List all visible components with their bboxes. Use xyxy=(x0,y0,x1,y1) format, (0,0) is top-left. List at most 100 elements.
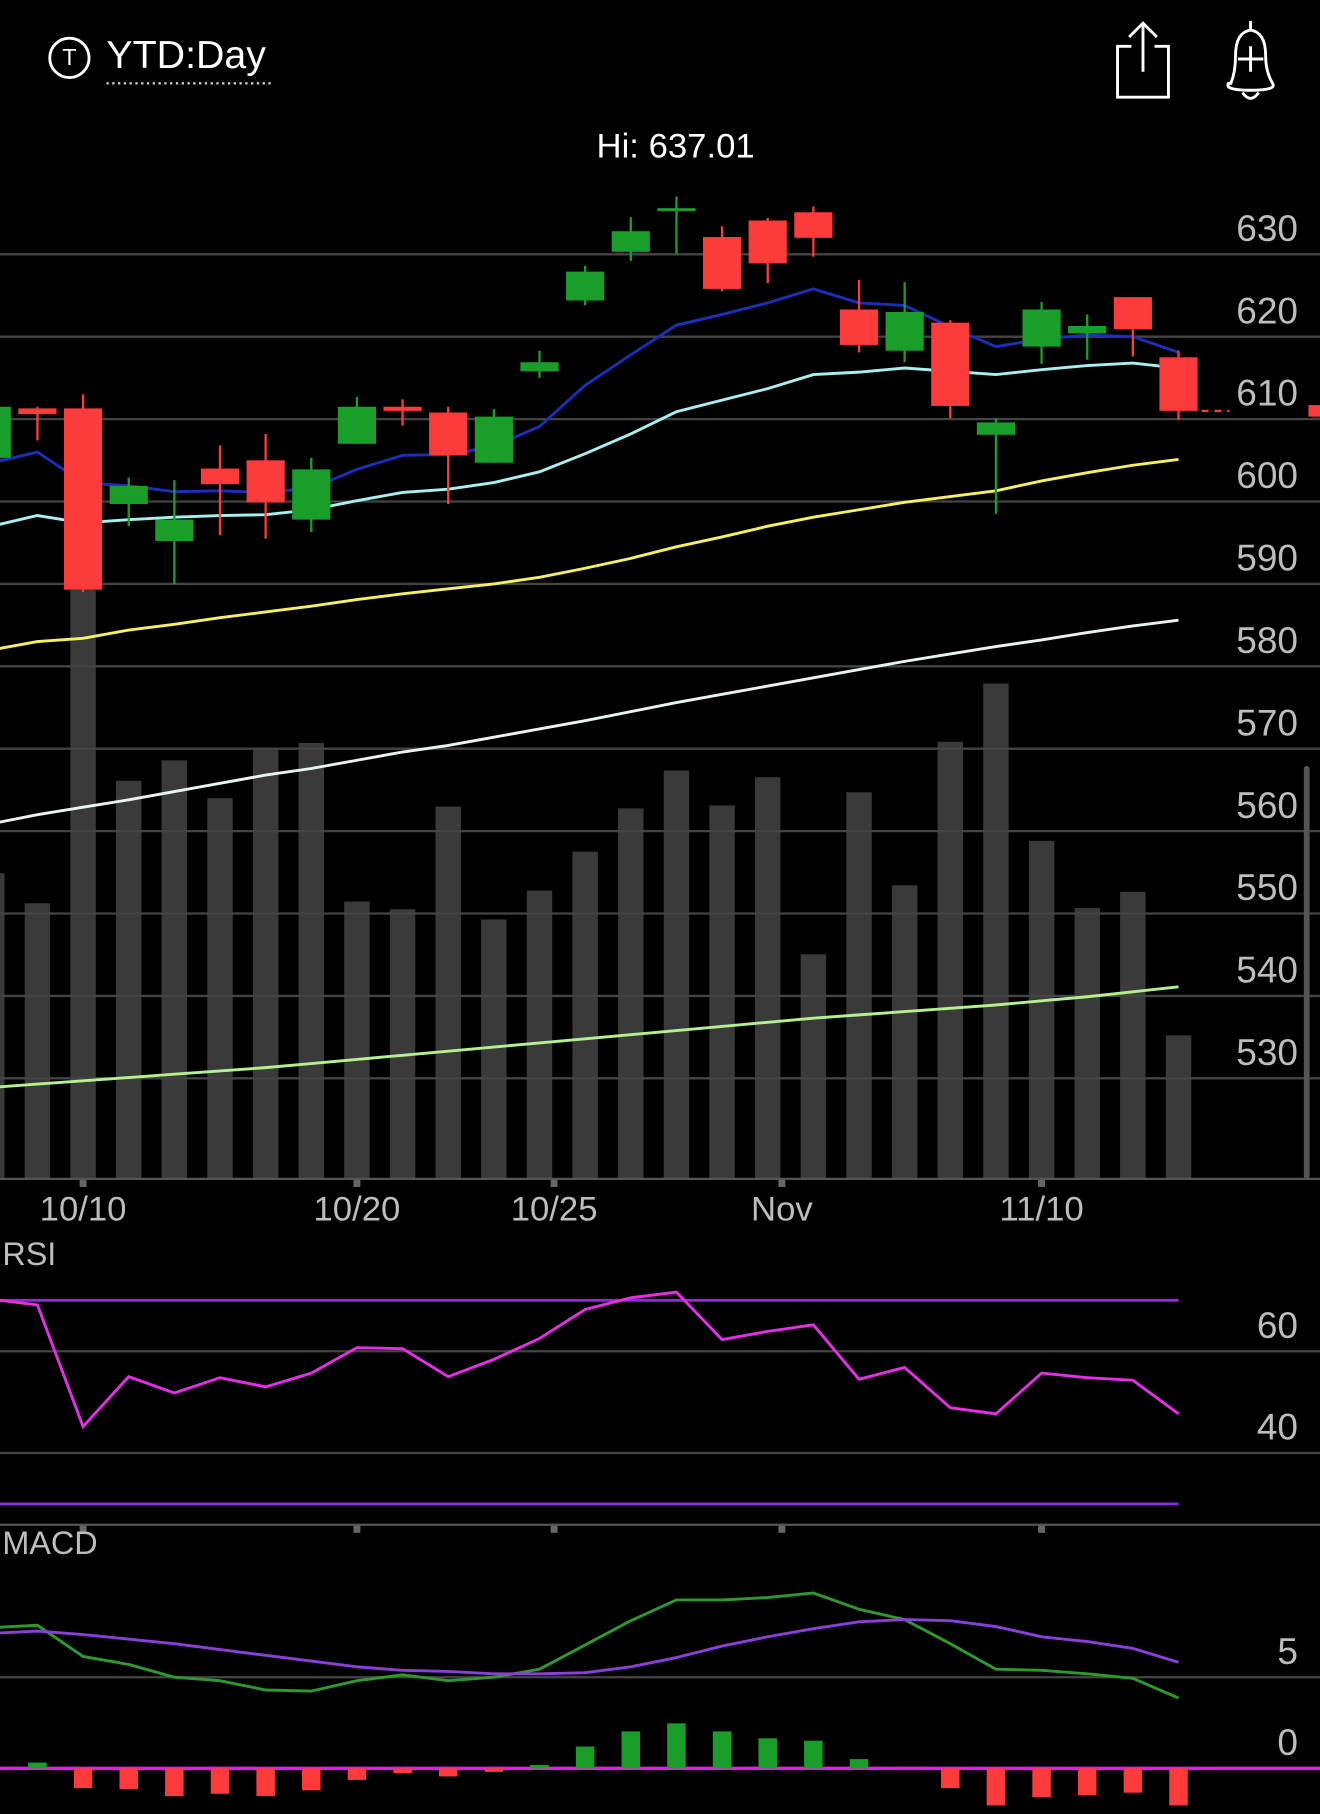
moving-average-line xyxy=(0,287,1179,494)
macd-line xyxy=(0,1591,1180,1700)
volume-bar xyxy=(1028,840,1055,1179)
volume-bar xyxy=(709,805,735,1179)
range-icon-letter: T xyxy=(62,44,76,70)
scrollbar[interactable] xyxy=(1303,765,1310,1179)
panel-title: MACD xyxy=(2,1525,97,1561)
range-selector[interactable]: YTD:Day xyxy=(106,33,266,77)
histogram-bar xyxy=(758,1738,777,1769)
x-tick-label: 11/10 xyxy=(999,1190,1083,1228)
candle-body xyxy=(748,220,787,264)
y-tick-label: 540 xyxy=(1236,949,1298,991)
volume-bar xyxy=(1074,908,1100,1179)
high-label: Hi: 637.01 xyxy=(597,127,755,165)
histogram-bar xyxy=(256,1768,275,1797)
y-tick-label: 590 xyxy=(1236,537,1298,579)
volume-bar xyxy=(572,851,598,1179)
candle-body xyxy=(1022,309,1061,347)
y-tick-label: 620 xyxy=(1236,289,1298,331)
candle-body xyxy=(63,408,103,590)
volume-bar xyxy=(161,760,188,1179)
candle-body xyxy=(1159,357,1198,411)
histogram-bar xyxy=(530,1764,549,1769)
volume-bar xyxy=(846,792,872,1179)
candle-body xyxy=(931,322,970,406)
histogram-bar xyxy=(667,1723,686,1769)
histogram-bar xyxy=(849,1759,869,1769)
share-button[interactable] xyxy=(1116,21,1170,99)
y-tick-label: 630 xyxy=(1236,207,1298,249)
range-icon[interactable] xyxy=(48,36,91,79)
volume-bar xyxy=(663,770,690,1179)
volume-bar xyxy=(389,909,416,1179)
volume-bar xyxy=(754,777,781,1179)
histogram-bar xyxy=(393,1768,412,1773)
panel-title: RSI xyxy=(2,1236,56,1272)
volume-layer xyxy=(0,589,1192,1179)
volume-bar xyxy=(207,798,233,1179)
candle-body xyxy=(246,460,285,503)
indicator-line xyxy=(0,1290,1180,1430)
candle-body xyxy=(1068,325,1107,334)
moving-average-line xyxy=(0,985,1179,1089)
candle-body xyxy=(885,311,924,351)
volume-bar xyxy=(435,806,461,1179)
y-tick-label: 580 xyxy=(1236,619,1298,661)
histogram-bar xyxy=(575,1746,595,1769)
candle-body xyxy=(702,236,742,289)
histogram-bar xyxy=(28,1762,47,1769)
candle-body xyxy=(109,485,148,504)
x-tick-label: Nov xyxy=(751,1190,813,1228)
candle-body xyxy=(337,406,377,444)
candle-body xyxy=(1113,297,1152,330)
histogram-bar xyxy=(302,1768,321,1791)
volume-bar xyxy=(800,954,827,1179)
bell xyxy=(1226,20,1275,92)
histogram-bar xyxy=(1123,1768,1143,1793)
volume-bar xyxy=(24,903,51,1179)
candle-body xyxy=(566,271,605,301)
volume-bar xyxy=(298,742,325,1179)
volume-bar xyxy=(115,780,142,1179)
moving-average-line xyxy=(0,458,1179,650)
candle-body xyxy=(657,208,696,212)
candle-body xyxy=(383,406,422,411)
volume-bar xyxy=(0,873,5,1179)
line-layer xyxy=(0,287,1180,1700)
histogram-bar xyxy=(119,1768,138,1790)
mark-layer xyxy=(0,196,1320,1806)
x-tick-label: 10/25 xyxy=(511,1190,598,1228)
y-tick-label: 60 xyxy=(1257,1304,1298,1346)
volume-bar xyxy=(344,901,370,1179)
histogram-bar xyxy=(804,1740,823,1769)
y-tick-label: 560 xyxy=(1236,784,1298,826)
histogram-bar xyxy=(712,1731,732,1769)
moving-average-line xyxy=(0,361,1179,526)
macd-line xyxy=(0,1618,1179,1676)
candle-body xyxy=(155,519,194,542)
candle-body xyxy=(0,406,11,458)
y-tick-label: 5 xyxy=(1277,1630,1298,1672)
candle-body xyxy=(794,212,833,238)
y-tick-label: 40 xyxy=(1257,1406,1298,1448)
volume-bar xyxy=(937,741,964,1179)
volume-bar xyxy=(891,885,918,1179)
histogram-bar xyxy=(621,1731,641,1769)
volume-bar xyxy=(983,683,1009,1179)
y-tick-label: 600 xyxy=(1236,454,1298,496)
y-tick-label: 0 xyxy=(1277,1721,1298,1763)
volume-bar xyxy=(1120,891,1146,1179)
histogram-bar xyxy=(484,1768,504,1772)
histogram-bar xyxy=(347,1768,367,1780)
grid-layer xyxy=(0,253,1320,1771)
share-box xyxy=(1116,44,1170,99)
volume-bar xyxy=(526,890,553,1179)
alert-button[interactable] xyxy=(1226,20,1275,100)
histogram-bar xyxy=(210,1768,230,1794)
histogram-bar xyxy=(1032,1768,1051,1798)
histogram-bar xyxy=(438,1768,458,1777)
candle-body xyxy=(976,422,1016,435)
histogram-bar xyxy=(941,1768,960,1789)
x-tick-label: 10/20 xyxy=(314,1190,401,1228)
